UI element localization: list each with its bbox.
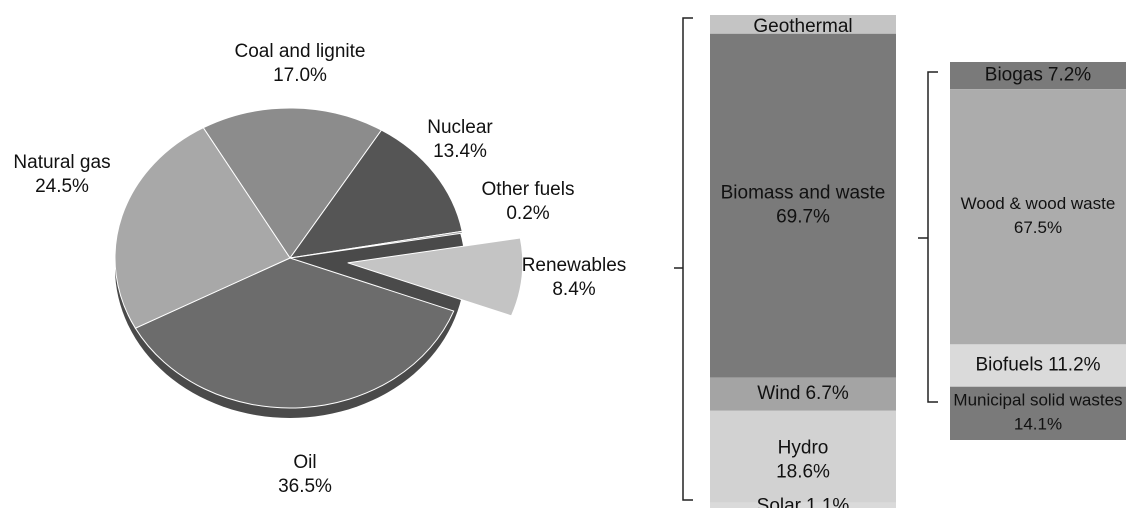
label-value: 6.7% bbox=[805, 383, 848, 404]
label-value: 67.5% bbox=[1014, 218, 1062, 237]
data-label: Hydro 18.6% bbox=[776, 438, 830, 483]
bar-segment bbox=[710, 410, 896, 503]
data-label: Other fuels 0.2% bbox=[482, 179, 575, 224]
label-value: 18.6% bbox=[776, 462, 830, 483]
label-value: 36.5% bbox=[278, 476, 332, 497]
bar-segment bbox=[710, 15, 896, 34]
pie-slice bbox=[114, 127, 291, 329]
label-name: Biogas bbox=[985, 65, 1043, 86]
label-name: Coal and lignite bbox=[235, 41, 366, 62]
bar-segment bbox=[710, 377, 896, 411]
bracket bbox=[918, 71, 938, 403]
bar-segment bbox=[710, 33, 896, 378]
bar-segment bbox=[950, 89, 1126, 345]
label-name: Biofuels bbox=[975, 355, 1043, 376]
data-label: Natural gas 24.5% bbox=[13, 152, 110, 197]
data-label: Solar 1.1% bbox=[757, 496, 850, 508]
label-name: Renewables bbox=[522, 255, 627, 276]
label-value: 14.1% bbox=[1014, 415, 1062, 434]
label-value: 13.4% bbox=[433, 141, 487, 162]
data-label: Wood & wood waste 67.5% bbox=[961, 194, 1116, 237]
label-value: 69.7% bbox=[776, 207, 830, 228]
label-name: Natural gas bbox=[13, 152, 110, 173]
data-label: Biomass and waste 69.7% bbox=[721, 183, 886, 228]
data-label: Municipal solid wastes 14.1% bbox=[953, 391, 1122, 434]
bracket bbox=[674, 17, 693, 501]
label-name: Biomass and waste bbox=[721, 183, 886, 204]
data-label: Oil 36.5% bbox=[278, 452, 332, 497]
label-value: 8.4% bbox=[552, 279, 595, 300]
label-value: 7.2% bbox=[1048, 65, 1091, 86]
label-value: 11.2% bbox=[1048, 355, 1101, 376]
label-name: Geothermal bbox=[753, 16, 852, 37]
bar-segment bbox=[710, 502, 896, 508]
label-name: Other fuels bbox=[482, 179, 575, 200]
label-name: Wood & wood waste bbox=[961, 194, 1116, 213]
label-name: Oil bbox=[293, 452, 316, 473]
data-label: Biogas 7.2% bbox=[985, 65, 1092, 86]
label-value: 1.1% bbox=[806, 496, 849, 508]
data-label: Biofuels 11.2% bbox=[975, 355, 1100, 376]
data-label: Nuclear 13.4% bbox=[427, 117, 493, 162]
label-value: 24.5% bbox=[35, 176, 89, 197]
label-name: Municipal solid wastes bbox=[953, 391, 1122, 410]
data-label: Renewables 8.4% bbox=[522, 255, 627, 300]
pie-slice bbox=[202, 107, 383, 259]
label-name: Solar bbox=[757, 496, 802, 508]
pie-slice bbox=[288, 129, 463, 259]
bar-segment bbox=[950, 62, 1126, 90]
bar-segment bbox=[950, 344, 1126, 387]
bar-segment bbox=[950, 386, 1126, 440]
pie-slice bbox=[289, 230, 464, 259]
pie-slice bbox=[347, 237, 524, 317]
label-name: Wind bbox=[757, 383, 800, 404]
data-label: Wind 6.7% bbox=[757, 383, 849, 404]
label-name: Nuclear bbox=[427, 117, 493, 138]
label-name: Hydro bbox=[778, 438, 829, 459]
label-value: 0.2% bbox=[506, 203, 549, 224]
label-value: 17.0% bbox=[273, 65, 327, 86]
pie-slice bbox=[134, 257, 455, 409]
data-label: Coal and lignite 17.0% bbox=[235, 41, 366, 86]
